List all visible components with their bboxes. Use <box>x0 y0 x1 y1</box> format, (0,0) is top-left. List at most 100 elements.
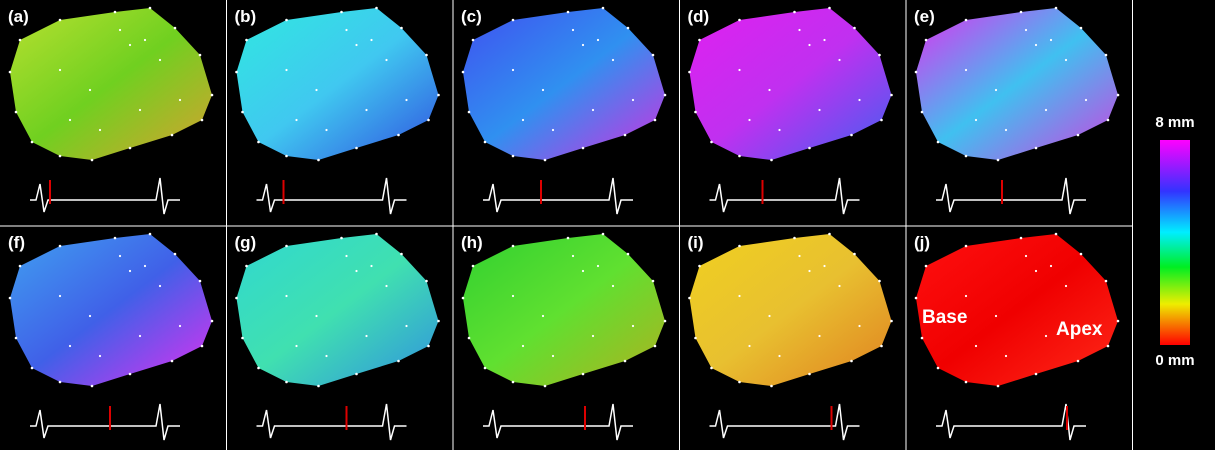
panel: (b) <box>235 6 440 215</box>
electrode <box>631 324 635 328</box>
electrode <box>521 344 525 348</box>
electrode <box>738 294 741 298</box>
electrode <box>128 269 132 273</box>
electrode <box>853 26 856 30</box>
electrode <box>400 26 403 30</box>
colorbar-min: 0 mm <box>1155 352 1194 369</box>
electrode <box>1084 98 1088 102</box>
electrode <box>511 68 515 72</box>
electrode <box>778 354 781 358</box>
electrode <box>623 133 627 137</box>
electrode <box>241 336 244 340</box>
electrode <box>200 118 204 122</box>
electrode <box>964 68 968 72</box>
panel-label: (i) <box>688 233 704 252</box>
electrode <box>1019 236 1023 240</box>
ecg-trace <box>30 177 180 215</box>
electrode <box>858 98 861 102</box>
electrode <box>1034 146 1038 150</box>
electrode <box>823 38 826 42</box>
electrode <box>581 146 585 150</box>
panel: (a) <box>8 6 214 215</box>
electrode <box>345 28 348 32</box>
electrode <box>340 10 343 14</box>
electrode <box>663 319 667 323</box>
electrode <box>355 269 358 273</box>
heart-map <box>463 234 665 386</box>
electrode <box>601 232 605 236</box>
electrode <box>58 380 62 384</box>
electrode <box>808 269 811 273</box>
electrode <box>1104 279 1108 283</box>
heart-map <box>236 8 439 160</box>
electrode <box>285 244 288 248</box>
electrode <box>521 118 525 122</box>
electrode <box>8 296 12 300</box>
electrode <box>355 43 358 47</box>
electrode <box>511 294 515 298</box>
electrode <box>651 53 655 57</box>
electrode <box>543 158 547 162</box>
electrode <box>58 154 62 158</box>
electrode <box>128 43 132 47</box>
electrode <box>158 58 162 62</box>
electrode <box>14 336 18 340</box>
electrode <box>437 93 440 97</box>
electrode <box>285 294 288 298</box>
electrode <box>996 384 1000 388</box>
electrode <box>397 359 400 363</box>
heart-map <box>463 8 665 160</box>
electrode <box>688 70 691 74</box>
panel-label: (j) <box>914 233 930 252</box>
electrode <box>818 108 821 112</box>
electrode <box>793 236 796 240</box>
electrode <box>1116 93 1120 97</box>
electrode <box>511 244 515 248</box>
electrode <box>198 53 202 57</box>
electrode <box>1064 284 1068 288</box>
electrode <box>285 154 288 158</box>
electrode <box>880 118 883 122</box>
electrode <box>241 110 244 114</box>
electrode <box>1049 264 1053 268</box>
electrode <box>315 314 318 318</box>
electrode <box>738 18 741 22</box>
electrode <box>626 252 630 256</box>
panel-label: (a) <box>8 7 29 26</box>
electrode <box>375 6 378 10</box>
electrode <box>325 354 328 358</box>
electrode <box>631 98 635 102</box>
electrode <box>964 18 968 22</box>
electrode <box>710 366 713 370</box>
electrode <box>365 334 368 338</box>
electrode <box>1034 269 1038 273</box>
electrode <box>838 58 841 62</box>
electrode <box>591 334 595 338</box>
electrode <box>936 366 940 370</box>
electrode <box>543 384 547 388</box>
electrode <box>768 88 771 92</box>
electrode <box>90 384 94 388</box>
electrode <box>427 344 430 348</box>
electrode <box>920 110 924 114</box>
electrode <box>1024 28 1028 32</box>
electrode <box>355 372 358 376</box>
electrode <box>1054 6 1058 10</box>
electrode <box>198 279 202 283</box>
electrode <box>920 336 924 340</box>
ecg-trace <box>256 403 407 441</box>
electrode <box>698 38 701 42</box>
electrode <box>581 372 585 376</box>
electrode <box>210 319 214 323</box>
electrode <box>437 319 440 323</box>
electrode <box>471 38 475 42</box>
electrode <box>170 133 174 137</box>
electrode <box>178 98 182 102</box>
electrode <box>98 128 102 132</box>
electrode <box>1076 133 1080 137</box>
electrode <box>994 314 998 318</box>
electrode <box>914 296 918 300</box>
electrode <box>138 334 142 338</box>
electrode <box>88 88 92 92</box>
electrode <box>858 324 861 328</box>
